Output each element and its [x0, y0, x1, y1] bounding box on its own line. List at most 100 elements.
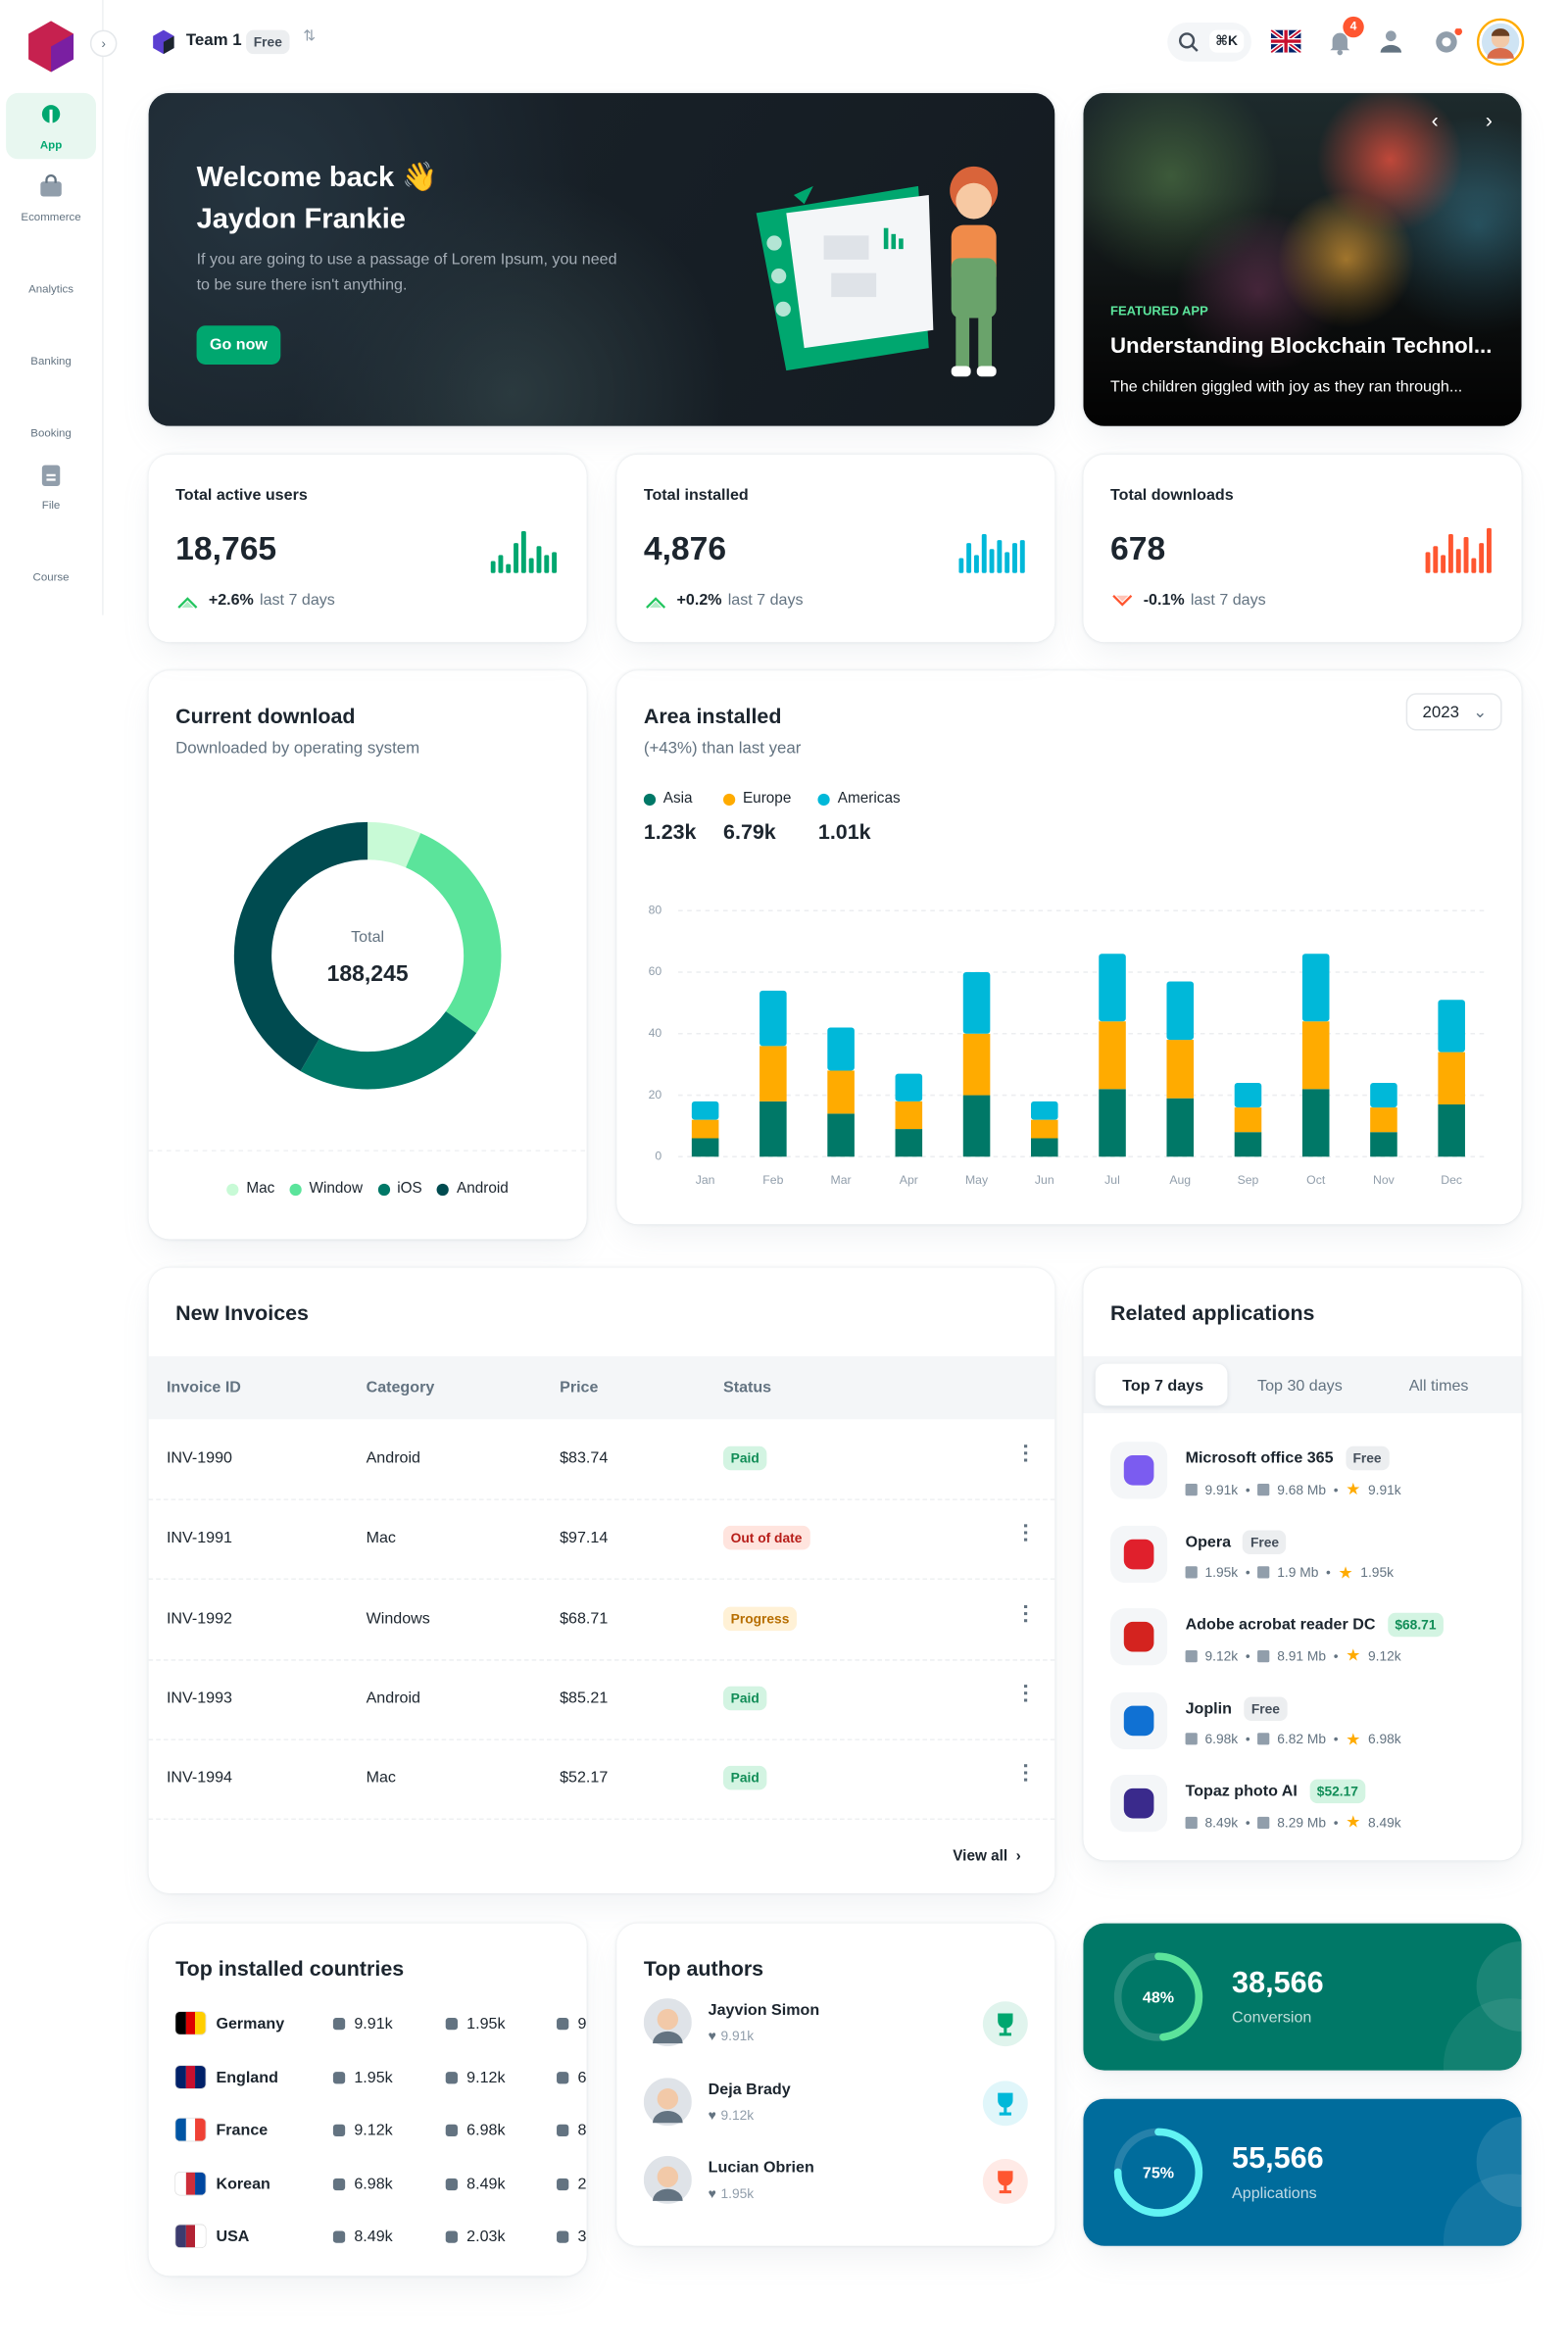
nav-icon — [40, 174, 62, 197]
nav-item[interactable]: Analytics — [28, 281, 74, 296]
collapse-button[interactable]: › — [89, 29, 118, 58]
nav-item[interactable]: Banking — [30, 354, 72, 368]
settings-icon[interactable] — [1433, 28, 1463, 56]
donut-segment — [233, 821, 368, 1071]
trophy-badge — [982, 2158, 1028, 2204]
view-all-link[interactable]: View all › — [953, 1848, 1021, 1865]
platform-count: 3 — [577, 2228, 587, 2246]
carousel-next[interactable]: › — [1485, 108, 1493, 132]
row-menu[interactable]: ··· — [1014, 1763, 1039, 1785]
separator: • — [1333, 1647, 1339, 1664]
x-tick-label: Jul — [1104, 1173, 1120, 1187]
platform-count: 6.98k — [466, 2121, 506, 2140]
character-leg — [956, 315, 970, 368]
stat-icon — [1185, 1649, 1198, 1662]
author-likes: 1.95k — [720, 2185, 755, 2201]
nav-item[interactable]: Booking — [30, 425, 72, 440]
legend-item: Window — [289, 1180, 364, 1198]
row-menu[interactable]: ··· — [1014, 1602, 1039, 1625]
status-badge: Paid — [722, 1686, 767, 1711]
contacts-shape — [1385, 30, 1396, 42]
current-download-card: Current download Downloaded by operating… — [148, 670, 587, 1240]
platform-icon — [332, 2071, 346, 2083]
widget-value: 38,566 — [1232, 1967, 1324, 2000]
platform-icon — [557, 2071, 569, 2083]
tab[interactable]: All times — [1408, 1377, 1469, 1396]
avatar-body — [653, 2031, 683, 2044]
bell-icon[interactable] — [1326, 28, 1353, 56]
app-downloads: 9.12k — [1204, 1647, 1239, 1664]
stat-value: 18,765 — [175, 529, 277, 567]
welcome-title: Welcome back 👋 Jaydon Frankie — [197, 158, 438, 242]
legend-item: iOS — [377, 1180, 422, 1198]
featured-card[interactable]: ‹ › FEATURED APP Understanding Blockchai… — [1083, 92, 1522, 426]
country-name: Germany — [216, 2014, 285, 2033]
row-menu[interactable]: ··· — [1014, 1443, 1039, 1465]
carousel-prev[interactable]: ‹ — [1431, 108, 1439, 132]
row-menu[interactable]: ··· — [1014, 1523, 1039, 1544]
bar-segment — [895, 1101, 923, 1130]
tab[interactable]: Top 7 days — [1122, 1377, 1204, 1396]
user-avatar[interactable] — [1476, 18, 1525, 66]
stat-icon — [1257, 1733, 1270, 1745]
nav-item[interactable]: App — [39, 137, 63, 152]
donut-segment — [300, 1010, 477, 1090]
team-name[interactable]: Team 1 — [185, 31, 242, 50]
team-icon-shape — [163, 35, 174, 55]
separator: • — [1333, 1481, 1339, 1497]
bar-segment — [1166, 1040, 1195, 1099]
x-tick-label: Jan — [696, 1173, 715, 1187]
app-name: Joplin — [1185, 1699, 1232, 1718]
author-likes: 9.91k — [720, 2028, 755, 2044]
card-title: Top authors — [643, 1956, 764, 1981]
flag-stripe — [185, 2065, 196, 2088]
bar-segment — [1099, 1089, 1126, 1157]
nav-item[interactable]: Course — [32, 569, 70, 584]
contacts-icon[interactable] — [1379, 28, 1406, 56]
heart-icon: ♥ — [708, 2107, 716, 2123]
tab[interactable]: Top 30 days — [1257, 1377, 1343, 1396]
app-icon-glyph — [1123, 1788, 1154, 1820]
nav-item[interactable]: Ecommerce — [21, 210, 81, 224]
character-face — [956, 182, 993, 220]
flag-stripe — [175, 2011, 186, 2034]
sparkline — [490, 530, 558, 573]
go-now-button[interactable]: Go now — [196, 325, 281, 366]
bar-segment — [1031, 1101, 1058, 1120]
app-size: 1.9 Mb — [1277, 1564, 1319, 1581]
stat-icon — [1185, 1483, 1198, 1495]
countries-card: Top installed countries Germany 9.91k 1.95… — [148, 1923, 587, 2277]
author-name: Jayvion Simon — [708, 2001, 820, 2020]
y-tick-label: 20 — [649, 1088, 662, 1102]
card-title: Area installed — [643, 703, 782, 728]
app-rating: 6.98k — [1367, 1732, 1401, 1747]
country-flag — [175, 2065, 206, 2088]
search-shortcut: ⌘K — [1209, 29, 1245, 53]
settings-dot — [1454, 28, 1463, 35]
nav-item[interactable]: File — [41, 498, 61, 513]
featured-overlay — [1083, 92, 1522, 426]
legend-label: iOS — [397, 1180, 422, 1198]
related-apps-card: Related applications Top 7 days Top 30 da… — [1083, 1267, 1522, 1861]
progress-ring: 48% — [1113, 1952, 1203, 2041]
platform-icon — [445, 2018, 458, 2031]
year-select[interactable]: 2023 ⌄ — [1405, 693, 1502, 731]
team-switch[interactable]: ⇅ — [303, 28, 317, 45]
app-size: 8.91 Mb — [1277, 1647, 1327, 1664]
table-cell: INV-1993 — [166, 1689, 232, 1707]
platform-count: 1.95k — [354, 2068, 393, 2086]
legend-label: Europe — [742, 790, 792, 808]
app-rating: 9.91k — [1367, 1481, 1401, 1497]
logo[interactable] — [25, 20, 76, 73]
legend-label: Window — [309, 1180, 364, 1198]
search-icon — [1178, 32, 1199, 52]
language-flag[interactable] — [1270, 29, 1301, 53]
row-menu[interactable]: ··· — [1014, 1683, 1039, 1704]
trophy-badge — [982, 2080, 1028, 2126]
legend-summary: 1.23k — [643, 818, 697, 844]
nav-icon-shape — [40, 181, 62, 197]
bar-segment — [1099, 1021, 1126, 1090]
app-size: 9.68 Mb — [1277, 1481, 1327, 1497]
avatar-hair — [1491, 28, 1510, 36]
